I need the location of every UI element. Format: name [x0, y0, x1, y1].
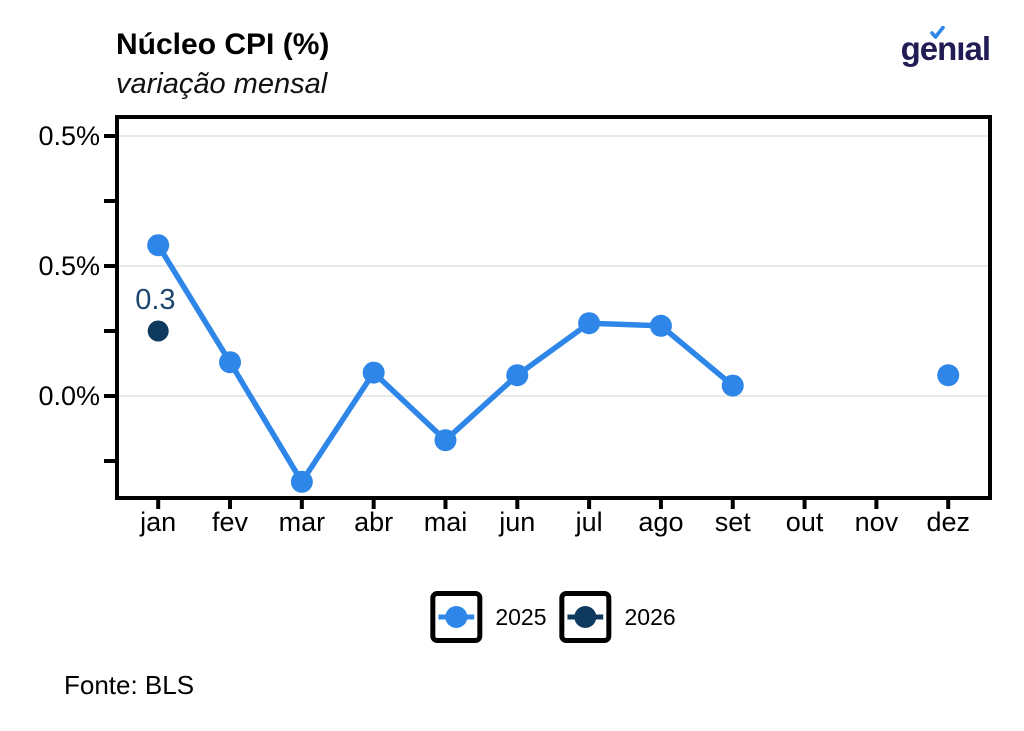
annotation-2026-value: 0.3: [135, 284, 175, 316]
data-point-2025-set: [721, 374, 744, 397]
x-tick-label-dez: dez: [926, 507, 970, 537]
legend-label-2025: 2025: [495, 603, 547, 630]
legend-glyph-2026: [567, 606, 604, 628]
x-tick-label-nov: nov: [855, 507, 899, 537]
x-tick-label-out: out: [786, 507, 824, 537]
y-tick-label: 0.5%: [38, 251, 100, 281]
panel-border: [115, 115, 992, 500]
x-tick-label-abr: abr: [354, 507, 393, 537]
cpi-line-chart: 0.5% 0.5% 0.0% jan fev mar abr mai jun jul ago set o…: [38, 115, 992, 537]
data-point-2025-dez: [937, 364, 960, 387]
legend-label-2026: 2026: [624, 603, 676, 630]
legend-key-2026: [559, 591, 612, 643]
data-point-2025-ago: [649, 314, 672, 337]
legend: 2025 2026: [430, 591, 676, 643]
genial-logo: genıal: [900, 26, 991, 68]
data-point-2025-abr: [362, 361, 385, 384]
chart-title: Núcleo CPI (%): [116, 28, 330, 61]
data-point-2025-mai: [434, 429, 457, 452]
data-point-2025-jun: [506, 364, 529, 387]
y-tick-label: 0.0%: [38, 381, 100, 411]
legend-item-2025: 2025: [430, 591, 547, 643]
logo-accent-icon: [929, 26, 945, 39]
x-tick-label-jul: jul: [575, 507, 603, 537]
legend-item-2026: 2026: [559, 591, 676, 643]
x-tick-label-mar: mar: [279, 507, 326, 537]
data-point-2025-jan: [147, 234, 170, 257]
data-point-2025-fev: [219, 351, 242, 374]
legend-key-2025: [430, 591, 483, 643]
x-tick-label-ago: ago: [638, 507, 683, 537]
x-tick-label-jan: jan: [139, 507, 176, 537]
source-note: Fonte: BLS: [64, 670, 195, 700]
genial-logo-text: genıal: [900, 30, 991, 67]
chart-subtitle: variação mensal: [116, 68, 328, 100]
legend-glyph-2025: [438, 606, 475, 628]
y-tick-label: 0.5%: [38, 121, 100, 151]
data-point-2026-jan: [147, 320, 169, 342]
x-tick-label-fev: fev: [212, 507, 249, 537]
data-point-2025-jul: [578, 312, 601, 335]
data-point-2025-mar: [290, 470, 313, 493]
x-tick-label-mai: mai: [424, 507, 468, 537]
x-tick-label-jun: jun: [498, 507, 535, 537]
x-tick-label-set: set: [715, 507, 752, 537]
